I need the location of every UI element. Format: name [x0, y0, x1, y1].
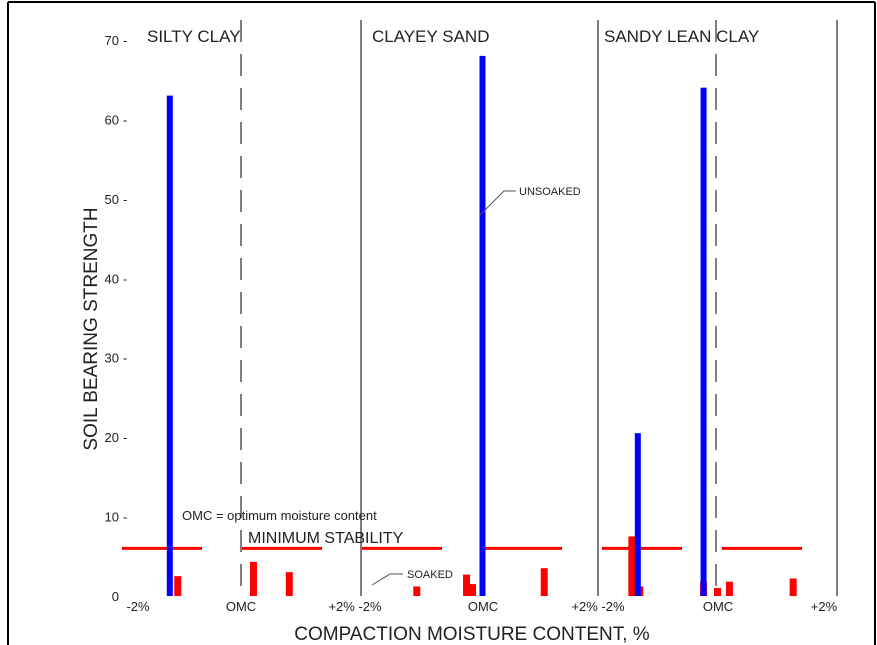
y-axis-ticks: 010 -20 -30 -40 -50 -60 -70-: [105, 33, 128, 604]
soaked-bar-sandy-lean-clay-6: [789, 578, 797, 596]
unsoaked-bar-sandy-lean-clay-1: [634, 433, 641, 596]
unsoaked-leader: [479, 190, 516, 216]
y-tick-mark-40: -: [123, 271, 127, 286]
unsoaked-label: UNSOAKED: [519, 186, 581, 198]
unsoaked-bar-sandy-lean-clay-2: [700, 87, 707, 597]
soaked-bar-clayey-sand-1: [413, 586, 421, 596]
x-tick-label-7: +2%: [811, 599, 838, 614]
y-tick-mark-50: -: [123, 192, 127, 207]
x-axis-title: COMPACTION MOISTURE CONTENT, %: [294, 624, 649, 645]
y-tick-label-40: 40: [105, 271, 119, 286]
y-tick-label-10: 10: [105, 510, 119, 525]
soaked-label: SOAKED: [407, 569, 453, 581]
y-tick-mark-60: -: [123, 112, 127, 127]
soaked-bar-silty-clay-1: [174, 576, 182, 596]
y-tick-mark-10: -: [123, 510, 127, 525]
y-tick-label-30: 30: [105, 351, 119, 366]
soaked-bar-sandy-lean-clay-1: [628, 536, 636, 596]
soaked-bar-sandy-lean-clay-4: [714, 588, 721, 596]
bars: [166, 55, 797, 597]
y-tick-label-60: 60: [105, 112, 119, 127]
chart-labels: SILTY CLAY CLAYEY SAND SANDY LEAN CLAY O…: [81, 27, 759, 645]
soaked-bar-clayey-sand-2: [463, 574, 471, 596]
unsoaked-bar-silty-clay-1: [166, 95, 173, 596]
group-label-sandy-lean-clay: SANDY LEAN CLAY: [604, 27, 759, 46]
group-label-clayey-sand: CLAYEY SAND: [372, 27, 489, 46]
y-tick-mark-70: -: [123, 33, 127, 48]
y-tick-mark-30: -: [123, 351, 127, 366]
y-axis-title: SOIL BEARING STRENGTH: [81, 207, 102, 450]
y-tick-label-50: 50: [105, 192, 119, 207]
y-tick-label-70: 70: [105, 33, 119, 48]
unsoaked-bar-clayey-sand-1: [479, 55, 486, 596]
soaked-bar-clayey-sand-4: [540, 568, 548, 596]
soaked-leader: [371, 573, 403, 586]
soaked-bar-silty-clay-3: [285, 572, 293, 596]
y-tick-label-0: 0: [112, 589, 119, 604]
y-tick-label-20: 20: [105, 430, 119, 445]
x-axis-ticks: -2% OMC +2% -2% OMC +2% -2% OMC +2%: [126, 599, 837, 614]
x-tick-label-1: -2%: [126, 599, 150, 614]
minimum-stability-label: MINIMUM STABILITY: [248, 530, 404, 547]
annotations: UNSOAKED SOAKED: [371, 186, 581, 586]
soaked-bar-silty-clay-2: [249, 561, 257, 596]
y-tick-mark-20: -: [123, 430, 127, 445]
group-label-silty-clay: SILTY CLAY: [147, 27, 241, 46]
x-tick-label-5: +2% -2%: [571, 599, 625, 614]
soaked-bar-sandy-lean-clay-5: [725, 581, 733, 596]
x-tick-label-2: OMC: [226, 599, 256, 614]
x-tick-label-3: +2% -2%: [328, 599, 382, 614]
group-dividers: [240, 20, 838, 596]
x-tick-label-6: OMC: [703, 599, 733, 614]
x-tick-label-4: OMC: [468, 599, 498, 614]
soaked-bar-clayey-sand-3: [469, 584, 477, 596]
omc-note: OMC = optimum moisture content: [182, 508, 377, 523]
